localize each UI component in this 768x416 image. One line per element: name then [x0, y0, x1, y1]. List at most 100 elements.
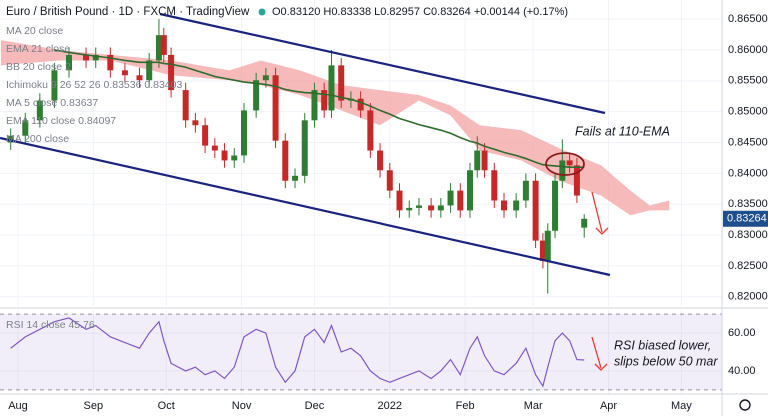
candle-body — [357, 98, 364, 111]
candle-body — [83, 54, 90, 61]
candle-body — [262, 75, 269, 81]
candle-body — [338, 65, 345, 101]
candle-body — [121, 70, 128, 76]
candle-body — [292, 175, 299, 181]
candle-body — [221, 150, 228, 161]
x-tick-label: 2022 — [378, 400, 402, 412]
y-tick-label: 0.84500 — [728, 136, 768, 148]
highlight-ellipse — [545, 152, 585, 176]
x-tick-label: Nov — [232, 400, 252, 412]
candle-body — [559, 160, 566, 181]
y-tick-label: 0.86500 — [728, 13, 768, 25]
candle-body — [146, 60, 153, 81]
candle-body — [447, 190, 454, 206]
candle-body — [7, 135, 14, 143]
candle-body — [466, 170, 473, 211]
candle-body — [66, 54, 73, 71]
rsi-pane — [0, 310, 722, 394]
indicator-legend: MA 5 close 0.83637 — [6, 97, 98, 109]
candle-body — [51, 70, 58, 101]
chart-title: Euro / British Pound · 1D · FXCM · Tradi… — [6, 6, 250, 18]
rsi-tick-label: 40.00 — [728, 365, 756, 377]
candle-body — [544, 230, 551, 261]
y-tick-label: 0.83500 — [728, 198, 768, 210]
candle-body — [272, 75, 279, 141]
price-pane — [0, 0, 722, 306]
channel-upper — [159, 12, 606, 115]
y-tick-label: 0.83000 — [728, 229, 768, 241]
candle-body — [107, 54, 114, 71]
settings-icon[interactable] — [739, 399, 751, 411]
candle-body — [552, 180, 559, 231]
last-price-label: 0.83264 — [727, 213, 767, 225]
rsi-band — [0, 314, 722, 390]
status-dot — [258, 8, 266, 16]
y-tick-label: 0.82000 — [728, 291, 768, 303]
candle-body — [428, 205, 435, 211]
candle-body — [581, 218, 588, 228]
candle-body — [532, 180, 539, 241]
indicator-legend: MA 200 close — [6, 133, 69, 145]
candle-body — [491, 170, 498, 201]
candle-body — [36, 100, 43, 121]
x-tick-label: Feb — [456, 400, 475, 412]
x-tick-label: Aug — [8, 400, 28, 412]
candle-body — [406, 207, 413, 211]
candle-body — [182, 90, 189, 121]
indicator-legend: MA 20 close — [6, 25, 63, 37]
y-tick-label: 0.86000 — [728, 44, 768, 56]
candle-body — [386, 170, 393, 191]
candle-body — [211, 145, 218, 151]
candle-body — [240, 110, 247, 156]
channel-lower — [0, 136, 611, 277]
candle-body — [539, 240, 546, 261]
annotation: slips below 50 mar — [614, 354, 718, 368]
candle-body — [377, 150, 384, 171]
rsi-line — [10, 317, 585, 388]
candle-body — [437, 205, 444, 211]
x-tick-label: May — [671, 400, 692, 412]
annotation: RSI biased lower, — [614, 338, 711, 352]
indicator-legend: Ichimoku 9 26 52 26 0.83536 0.83403 — [6, 79, 182, 91]
candle-body — [474, 150, 481, 171]
candle-body — [321, 90, 328, 111]
candle-body — [566, 160, 573, 166]
y-tick-label: 0.82500 — [728, 260, 768, 272]
ema-line — [54, 49, 585, 168]
last-price-box — [723, 210, 768, 227]
candle-body — [457, 190, 464, 211]
candle-body — [92, 54, 99, 61]
candle-body — [328, 65, 335, 111]
x-tick-label: Sep — [84, 400, 104, 412]
candle-body — [282, 140, 289, 181]
candle-body — [192, 120, 199, 126]
candle-body — [311, 90, 318, 121]
y-tick-label: 0.84000 — [728, 167, 768, 179]
x-tick-label: Apr — [600, 400, 617, 412]
y-tick-label: 0.85500 — [728, 75, 768, 87]
x-tick-label: Oct — [158, 400, 175, 412]
axes: 0.86500 0.86000 0.85500 0.85000 0.84500 0.840… — [8, 13, 768, 412]
candle-body — [367, 110, 374, 151]
candle-body — [136, 75, 143, 81]
down-arrow — [591, 191, 609, 235]
candle-body — [396, 190, 403, 211]
y-tick-label: 0.85000 — [728, 106, 768, 118]
candle-body — [253, 80, 260, 111]
x-tick-label: Mar — [524, 400, 543, 412]
ohlc-header: O0.83120 H0.83338 L0.82957 C0.83264 +0.0… — [272, 6, 568, 18]
candle-body — [501, 200, 508, 211]
x-tick-label: Dec — [305, 400, 325, 412]
candle-body — [160, 35, 167, 55]
candle-body — [301, 120, 308, 176]
candle-body — [202, 125, 209, 146]
candle-body — [22, 120, 29, 136]
candle-body — [573, 165, 580, 196]
rsi-down-arrow — [591, 336, 608, 371]
indicator-legend: BB 20 close 2 — [6, 61, 71, 73]
candle-body — [415, 205, 422, 208]
indicator-legend: EMA 21 close — [6, 43, 70, 55]
candle-body — [231, 155, 238, 161]
annotation: Fails at 110-EMA — [575, 124, 670, 138]
